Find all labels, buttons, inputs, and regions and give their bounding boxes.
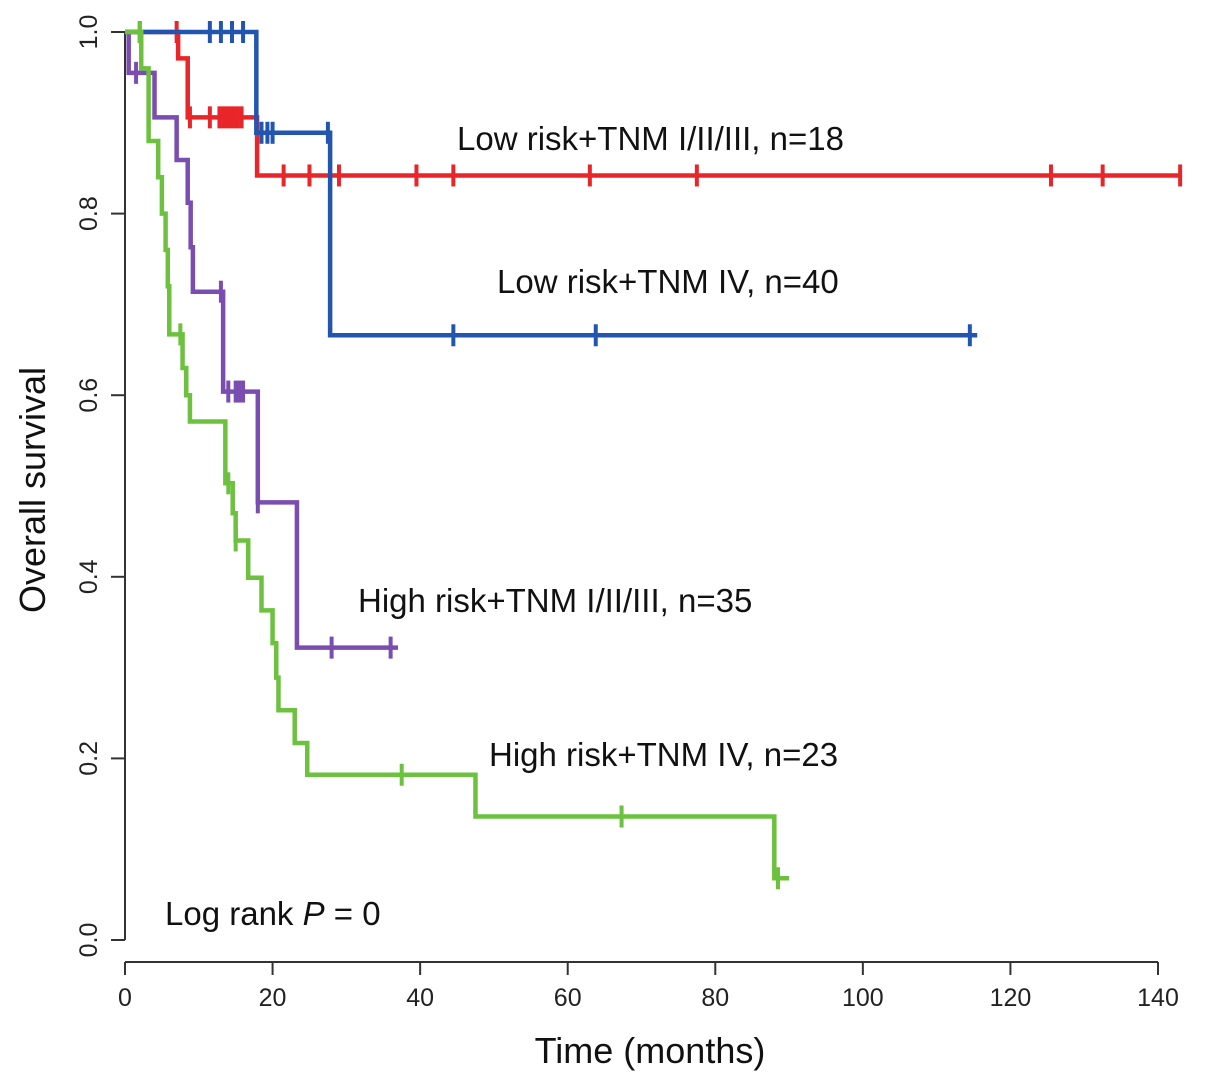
- x-tick-label: 80: [701, 984, 729, 1012]
- y-tick-label: 0.4: [75, 559, 103, 594]
- log-rank-annotation: Log rank P = 0: [165, 895, 381, 932]
- y-tick-label: 0.8: [75, 196, 103, 231]
- survival-curve-1: [125, 21, 978, 347]
- series-label-low-risk-tnm-i-iii: Low risk+TNM I/II/III, n=18: [457, 120, 844, 157]
- survival-curves: [125, 21, 1183, 890]
- y-tick-label: 1.0: [75, 15, 103, 50]
- survival-curve-0: [125, 21, 1183, 187]
- x-tick-label: 140: [1137, 984, 1179, 1012]
- axes: 0.0 0.2 0.4 0.6 0.8 1.0 0 20 40 60 80 100 120 140: [75, 15, 1179, 1012]
- survival-curve-3: [125, 21, 790, 890]
- log-rank-stat: P: [303, 895, 325, 932]
- x-tick-label: 0: [118, 984, 132, 1012]
- y-tick-label: 0.2: [75, 741, 103, 776]
- y-tick-label: 0.0: [75, 923, 103, 958]
- x-axis-title: Time (months): [535, 1030, 766, 1071]
- log-rank-value: = 0: [325, 895, 381, 932]
- y-tick-label: 0.6: [75, 378, 103, 413]
- series-label-low-risk-tnm-iv: Low risk+TNM IV, n=40: [497, 263, 839, 300]
- survival-step-line: [125, 29, 978, 338]
- survival-curve-2: [125, 29, 399, 659]
- x-tick-label: 20: [259, 984, 287, 1012]
- x-tick-label: 60: [554, 984, 582, 1012]
- x-tick-label: 40: [406, 984, 434, 1012]
- series-label-high-risk-tnm-iv: High risk+TNM IV, n=23: [489, 736, 838, 773]
- y-axis-title: Overall survival: [12, 367, 53, 613]
- x-tick-label: 100: [842, 984, 884, 1012]
- survival-step-line: [125, 29, 399, 650]
- log-rank-prefix: Log rank: [165, 895, 303, 932]
- x-tick-label: 120: [990, 984, 1032, 1012]
- series-label-high-risk-tnm-i-iii: High risk+TNM I/II/III, n=35: [358, 582, 752, 619]
